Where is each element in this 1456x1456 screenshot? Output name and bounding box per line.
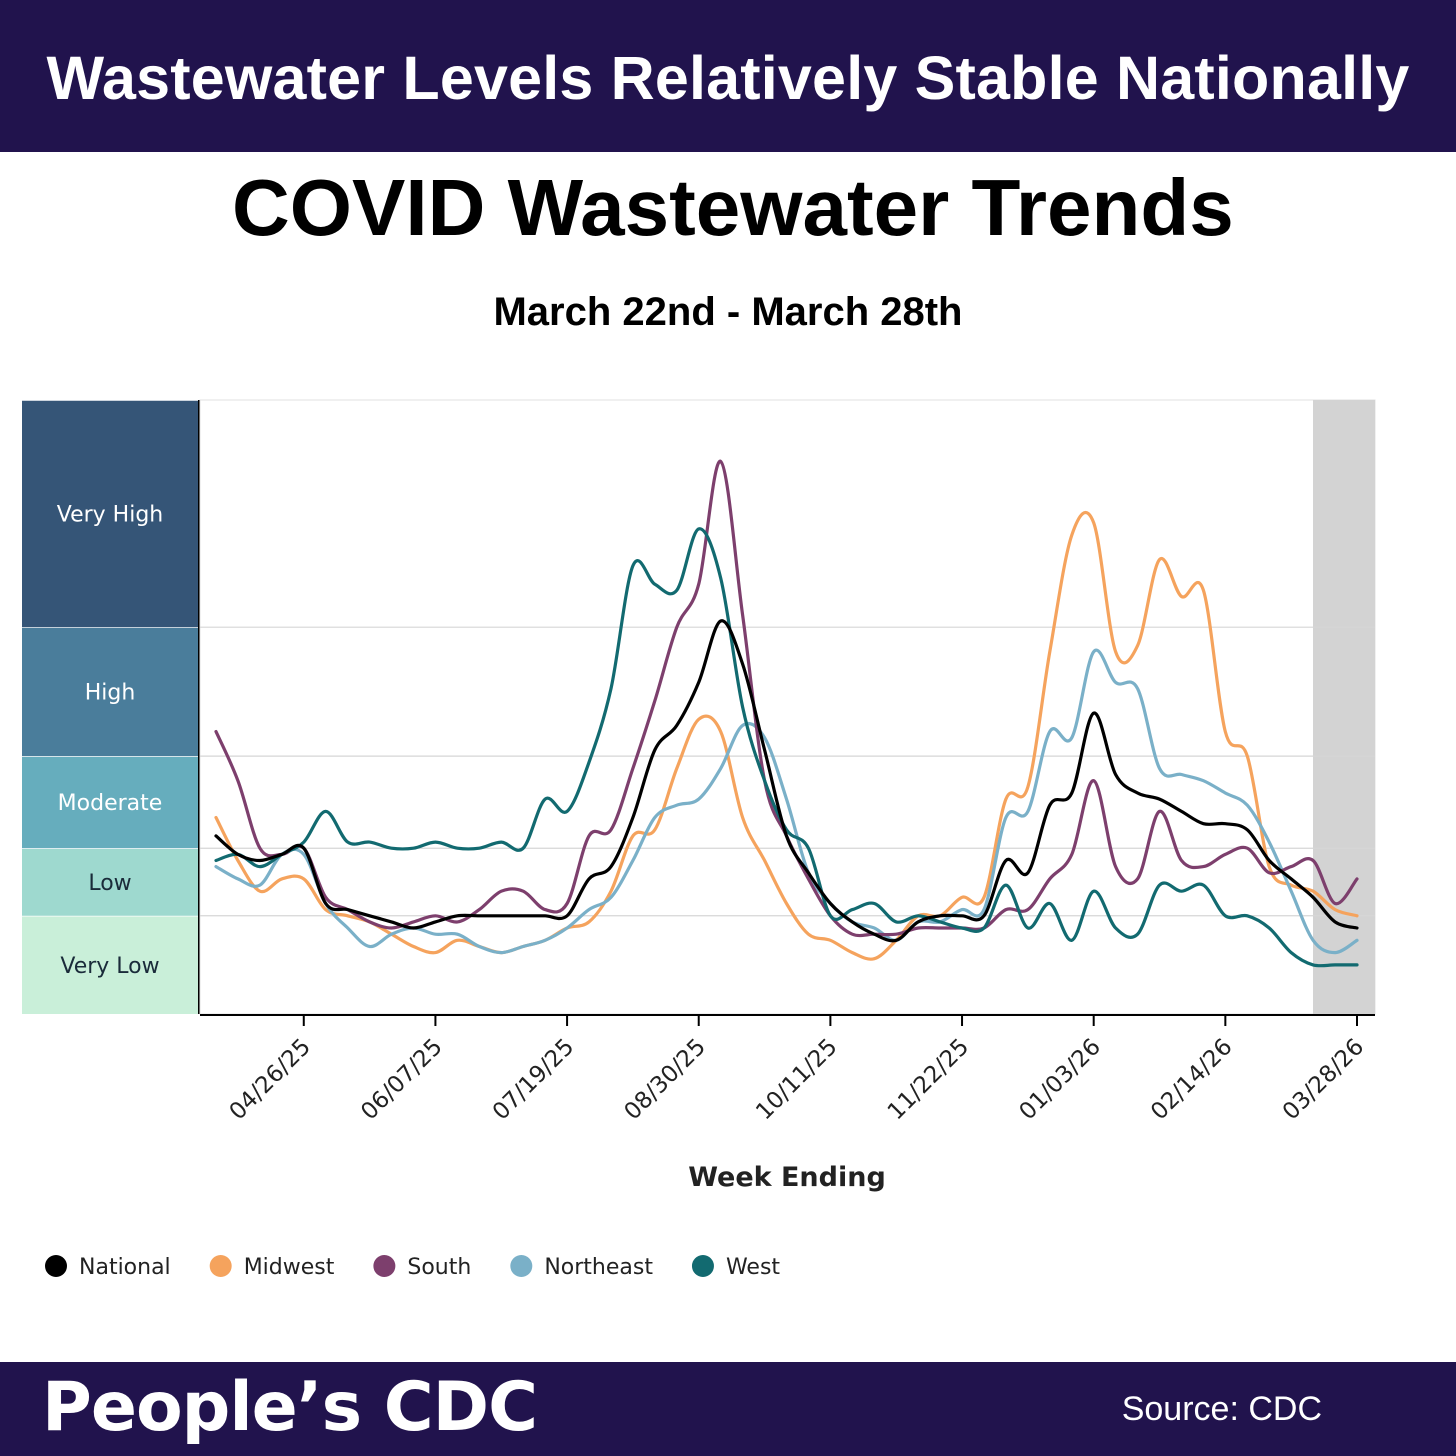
- x-tick-label: 08/30/25: [620, 1034, 711, 1125]
- x-axis: 04/26/25 06/07/25 07/19/25 08/30/25 10/11/25…: [200, 1014, 1375, 1125]
- series-line-national: [214, 619, 1359, 943]
- source-credit: Source: CDC: [1121, 1390, 1322, 1428]
- legend-label-national: National: [79, 1255, 171, 1280]
- x-tick-label: 03/28/26: [1278, 1034, 1369, 1125]
- level-band-moderate: [22, 756, 198, 849]
- x-tick-label: 06/07/25: [356, 1034, 447, 1125]
- level-band-very-low: [22, 915, 198, 1014]
- plot-area: [199, 399, 1376, 1015]
- brand-logo-text: People’s CDC: [42, 1368, 538, 1447]
- x-axis-label: Week Ending: [688, 1162, 886, 1193]
- legend-swatch-northeast: [510, 1255, 533, 1277]
- shaded-incomplete-data: [1313, 400, 1375, 1014]
- level-label-low: Low: [88, 871, 131, 896]
- level-label-high: High: [85, 681, 136, 706]
- level-bands: Very Low Low Moderate High Very High: [22, 399, 200, 1014]
- series-line-midwest: [214, 510, 1359, 961]
- chart-subtitle: March 22nd - March 28th: [493, 290, 963, 334]
- x-tick-label: 04/26/25: [225, 1034, 316, 1125]
- legend-label-west: West: [726, 1255, 780, 1280]
- series-line-south: [214, 459, 1359, 938]
- legend-swatch-national: [45, 1255, 67, 1277]
- level-band-high: [22, 627, 198, 757]
- level-band-low: [22, 848, 198, 916]
- top-banner: Wastewater Levels Relatively Stable Nati…: [0, 0, 1456, 152]
- series-lines: [214, 459, 1359, 968]
- legend-label-south: South: [407, 1255, 471, 1280]
- level-band-very-high: [22, 400, 198, 628]
- level-label-moderate: Moderate: [58, 791, 163, 816]
- x-tick-label: 07/19/25: [488, 1034, 579, 1125]
- gridlines: [200, 626, 1375, 917]
- legend-swatch-west: [691, 1255, 714, 1277]
- chart-title: COVID Wastewater Trends: [232, 163, 1234, 252]
- footer-banner: People’s CDC Source: CDC: [0, 1362, 1456, 1456]
- legend-label-midwest: Midwest: [244, 1255, 335, 1280]
- level-label-very-high: Very High: [57, 503, 164, 528]
- shaded-region: [1313, 400, 1375, 1014]
- x-tick-label: 11/22/25: [883, 1034, 974, 1125]
- legend-swatch-midwest: [209, 1255, 232, 1277]
- legend-swatch-south: [373, 1255, 396, 1277]
- legend: National Midwest South Northeast West: [45, 1255, 780, 1280]
- x-tick-label: 02/14/26: [1146, 1034, 1237, 1125]
- legend-label-northeast: Northeast: [544, 1255, 653, 1280]
- x-tick-label: 01/03/26: [1014, 1034, 1105, 1125]
- headline: Wastewater Levels Relatively Stable Nati…: [46, 44, 1410, 112]
- series-line-west: [214, 527, 1359, 968]
- x-tick-label: 10/11/25: [751, 1034, 842, 1125]
- level-label-very-low: Very Low: [60, 954, 159, 979]
